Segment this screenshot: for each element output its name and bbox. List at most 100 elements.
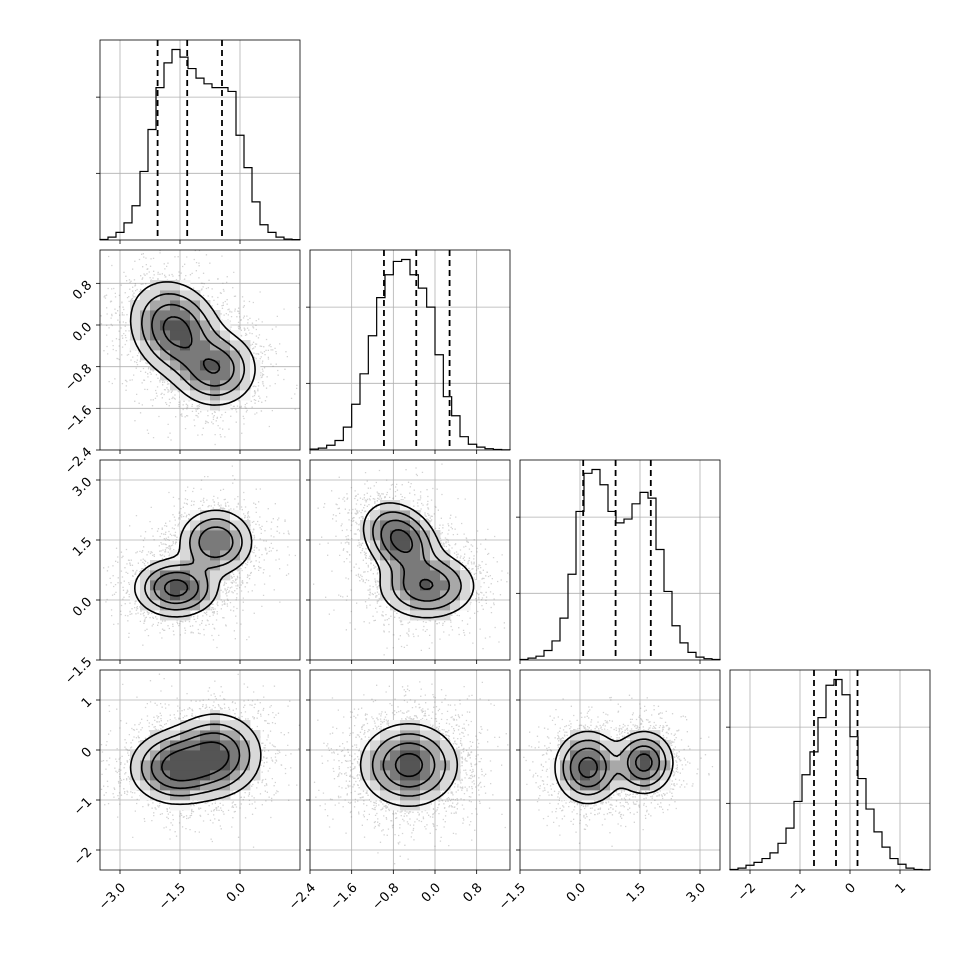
density-cell-3-1-9-14 bbox=[400, 720, 411, 731]
density-cell-2-1-12-5 bbox=[430, 600, 441, 611]
density-cell-1-0-11-8 bbox=[210, 360, 221, 371]
density-cell-1-0-7-8 bbox=[170, 360, 181, 371]
x-tick-label-0-2: 0.0 bbox=[224, 880, 249, 905]
density-cell-1-0-4-9 bbox=[140, 350, 151, 361]
density-cell-1-0-6-12 bbox=[160, 320, 171, 331]
x-tick-label-1-0: −2.4 bbox=[286, 880, 319, 913]
density-cell-2-0-8-7 bbox=[180, 580, 191, 591]
density-cell-1-0-11-13 bbox=[210, 310, 221, 321]
density-cell-1-0-10-9 bbox=[200, 350, 211, 361]
x-tick-label-0-0: −3.0 bbox=[96, 880, 129, 913]
density-cell-2-0-11-12 bbox=[210, 530, 221, 541]
density-cell-1-0-7-7 bbox=[170, 370, 181, 381]
density-cell-3-0-4-12 bbox=[140, 740, 151, 751]
density-cell-2-1-10-12 bbox=[410, 530, 421, 541]
density-cell-2-0-9-11 bbox=[190, 540, 201, 551]
density-cell-1-0-9-6 bbox=[190, 380, 201, 391]
density-cell-3-2-13-10 bbox=[650, 760, 661, 771]
density-cell-2-1-7-15 bbox=[380, 500, 391, 511]
density-cell-3-0-10-12 bbox=[200, 740, 211, 751]
density-cell-1-0-9-11 bbox=[190, 330, 201, 341]
density-cell-2-0-12-12 bbox=[220, 530, 231, 541]
density-cell-2-1-15-6 bbox=[460, 590, 471, 601]
density-cell-3-0-8-6 bbox=[180, 800, 191, 811]
density-cell-1-0-8-9 bbox=[180, 350, 191, 361]
density-cell-1-0-12-6 bbox=[220, 380, 231, 391]
density-cell-1-0-6-15 bbox=[160, 290, 171, 301]
density-cell-2-1-9-7 bbox=[400, 580, 411, 591]
density-cell-2-0-13-9 bbox=[230, 560, 241, 571]
density-cell-2-0-8-4 bbox=[180, 610, 191, 621]
density-cell-2-1-7-11 bbox=[380, 540, 391, 551]
density-cell-1-0-8-12 bbox=[180, 320, 191, 331]
density-cell-3-0-6-12 bbox=[160, 740, 171, 751]
x-tick-label-2-1: 0.0 bbox=[564, 880, 589, 905]
density-cell-2-0-9-10 bbox=[190, 550, 201, 561]
density-cell-3-2-6-10 bbox=[580, 760, 591, 771]
density-cell-1-0-12-4 bbox=[220, 400, 231, 411]
contour-2-0-1 bbox=[144, 518, 243, 611]
density-cell-3-2-13-8 bbox=[650, 780, 661, 791]
x-tick-label-2-0: −1.5 bbox=[496, 880, 529, 913]
density-cell-1-0-12-5 bbox=[220, 390, 231, 401]
x-tick-label-1-3: 0.0 bbox=[419, 880, 444, 905]
density-cell-3-1-6-12 bbox=[370, 740, 381, 751]
density-cell-3-0-13-12 bbox=[230, 740, 241, 751]
density-cell-1-0-5-8 bbox=[150, 360, 161, 371]
y-tick-label-1-1: 0.0 bbox=[70, 320, 95, 345]
density-cell-3-2-4-10 bbox=[560, 760, 571, 771]
density-cell-1-0-9-5 bbox=[190, 390, 201, 401]
density-cell-3-2-14-12 bbox=[660, 740, 671, 751]
density-cell-2-1-11-6 bbox=[420, 590, 431, 601]
density-cell-3-0-13-11 bbox=[230, 750, 241, 761]
density-cell-1-0-12-10 bbox=[220, 340, 231, 351]
y-tick-label-1-3: −1.6 bbox=[62, 403, 95, 436]
density-cell-3-2-11-9 bbox=[630, 770, 641, 781]
density-cell-2-0-7-8 bbox=[170, 570, 181, 581]
x-tick-label-2-3: 3.0 bbox=[684, 880, 709, 905]
density-cell-2-1-10-10 bbox=[410, 550, 421, 561]
density-cell-3-1-13-8 bbox=[440, 780, 451, 791]
density-cell-3-1-7-13 bbox=[380, 730, 391, 741]
density-cell-2-1-8-11 bbox=[390, 540, 401, 551]
y-tick-label-2-1: 1.5 bbox=[70, 535, 95, 560]
density-cell-1-0-4-11 bbox=[140, 330, 151, 341]
density-cell-2-0-4-6 bbox=[140, 590, 151, 601]
density-cell-3-0-4-10 bbox=[140, 760, 151, 771]
density-cell-1-0-6-8 bbox=[160, 360, 171, 371]
density-cell-2-1-6-14 bbox=[370, 510, 381, 521]
density-cell-2-0-14-13 bbox=[240, 520, 251, 531]
density-cell-3-2-10-8 bbox=[620, 780, 631, 791]
density-cell-2-0-9-9 bbox=[190, 560, 201, 571]
density-cell-3-0-11-10 bbox=[210, 760, 221, 771]
density-cell-3-2-14-8 bbox=[660, 780, 671, 791]
y-tick-label-1-4: −2.4 bbox=[62, 445, 95, 478]
density-cell-1-0-10-6 bbox=[200, 380, 211, 391]
density-cell-3-0-13-8 bbox=[230, 780, 241, 791]
density-cell-2-0-11-14 bbox=[210, 510, 221, 521]
density-cell-3-1-5-8 bbox=[360, 780, 371, 791]
density-cell-2-1-8-12 bbox=[390, 530, 401, 541]
density-cell-3-0-14-9 bbox=[240, 770, 251, 781]
density-cell-1-0-14-5 bbox=[240, 390, 251, 401]
density-cell-2-1-9-10 bbox=[400, 550, 411, 561]
density-cell-1-0-8-6 bbox=[180, 380, 191, 391]
density-cell-2-0-10-9 bbox=[200, 560, 211, 571]
density-cell-3-1-13-11 bbox=[440, 750, 451, 761]
density-cell-2-1-9-13 bbox=[400, 520, 411, 531]
density-cell-3-2-12-9 bbox=[640, 770, 651, 781]
density-cell-2-1-10-8 bbox=[410, 570, 421, 581]
density-cell-3-0-8-9 bbox=[180, 770, 191, 781]
density-cell-3-1-7-12 bbox=[380, 740, 391, 751]
density-cell-1-0-4-15 bbox=[140, 290, 151, 301]
density-cell-2-0-6-5 bbox=[160, 600, 171, 611]
density-cell-3-2-8-12 bbox=[600, 740, 611, 751]
density-cell-3-2-11-13 bbox=[630, 730, 641, 741]
contour-3-1-1 bbox=[371, 733, 447, 797]
density-cell-3-2-8-8 bbox=[600, 780, 611, 791]
density-cell-2-1-7-12 bbox=[380, 530, 391, 541]
density-cell-1-0-13-7 bbox=[230, 370, 241, 381]
contour-3-1-3 bbox=[394, 752, 424, 778]
joint-panel-3-2 bbox=[520, 670, 720, 870]
